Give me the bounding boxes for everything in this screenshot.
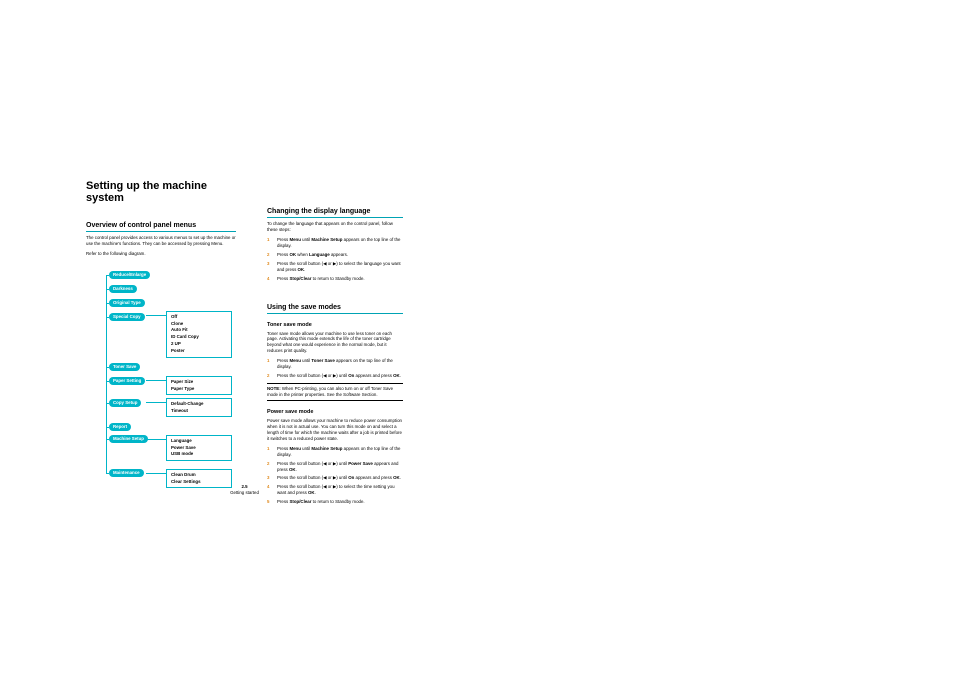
menu-box-item: Clean Drum [171, 472, 227, 479]
menu-box-item: Default-Change [171, 401, 227, 408]
step-item: Press Stop/Clear to return to Standby mo… [267, 276, 403, 282]
step-item: Press Menu until Toner Save appears on t… [267, 358, 403, 370]
menu-pill-original-type: Original Type [109, 299, 145, 307]
menu-box-item: Off [171, 314, 227, 321]
menu-box-paper-setting-box: Paper SizePaper Type [166, 376, 232, 396]
menu-pill-darkness: Darkness [109, 285, 137, 293]
menu-pill-report: Report [109, 423, 131, 431]
menu-box-item: Clone [171, 321, 227, 328]
left-column: Setting up the machine system Overview o… [86, 180, 236, 481]
menu-box-item: Auto Fit [171, 327, 227, 334]
step-item: Press the scroll button (◀ or ▶) until O… [267, 373, 403, 379]
overview-para-1: The control panel provides access to var… [86, 235, 236, 247]
menu-pill-copy-setup: Copy Setup [109, 399, 141, 407]
menu-box-item: Language [171, 438, 227, 445]
menu-box-special-copy-box: OffCloneAuto FitID Card Copy2 UPPoster [166, 311, 232, 358]
step-item: Press OK when Language appears. [267, 252, 403, 258]
power-title: Power save mode [267, 409, 403, 415]
page-title: Setting up the machine system [86, 180, 236, 204]
menu-diagram: Reduce/Enlarge Darkness Original Type Speci… [86, 271, 236, 491]
menu-box-item: Poster [171, 348, 227, 355]
note-label: NOTE: [267, 386, 281, 391]
toner-title: Toner save mode [267, 322, 403, 328]
page-footer-label: Getting started [230, 490, 259, 495]
step-item: Press the scroll button (◀ or ▶) until O… [267, 475, 403, 481]
page-number: 2.5 [241, 484, 247, 489]
step-item: Press Stop/Clear to return to Standby mo… [267, 499, 403, 505]
menu-pill-machine-setup: Machine Setup [109, 435, 148, 443]
step-item: Press Menu until Machine Setup appears o… [267, 237, 403, 249]
lang-heading: Changing the display language [267, 208, 403, 218]
menu-box-item: Paper Type [171, 386, 227, 393]
toner-intro: Toner save mode allows your machine to u… [267, 331, 403, 355]
note-text: When PC-printing, you can also turn on o… [267, 386, 393, 397]
menu-pill-paper-setting: Paper Setting [109, 377, 145, 385]
menu-box-item: ID Card Copy [171, 334, 227, 341]
step-item: Press Menu until Machine Setup appears o… [267, 446, 403, 458]
menu-pill-maintenance: Maintenance [109, 469, 144, 477]
manual-page: Setting up the machine system Overview o… [0, 0, 954, 675]
save-heading: Using the save modes [267, 304, 403, 314]
menu-pill-toner-save: Toner Save [109, 363, 140, 371]
step-item: Press the scroll button (◀ or ▶) to sele… [267, 261, 403, 273]
toner-steps: Press Menu until Toner Save appears on t… [267, 358, 403, 379]
overview-heading: Overview of control panel menus [86, 222, 236, 232]
menu-box-machine-setup-box: LanguagePower SaveUSB mode [166, 435, 232, 461]
right-column: Changing the display language To change … [267, 190, 403, 508]
menu-pill-special-copy: Special Copy [109, 313, 145, 321]
menu-pill-reduce-enlarge: Reduce/Enlarge [109, 271, 150, 279]
page-footer: 2.5 Getting started [86, 484, 403, 495]
menu-box-copy-setup-box: Default-ChangeTimeout [166, 398, 232, 418]
power-steps: Press Menu until Machine Setup appears o… [267, 446, 403, 506]
toner-note: NOTE: When PC-printing, you can also tur… [267, 383, 403, 401]
menu-box-item: Paper Size [171, 379, 227, 386]
menu-box-item: USB mode [171, 451, 227, 458]
overview-para-2: Refer to the following diagram. [86, 251, 236, 257]
lang-steps: Press Menu until Machine Setup appears o… [267, 237, 403, 282]
menu-box-item: Power Save [171, 445, 227, 452]
lang-intro: To change the language that appears on t… [267, 221, 403, 233]
menu-box-item: Timeout [171, 408, 227, 415]
power-intro: Power save mode allows your machine to r… [267, 418, 403, 442]
menu-box-item: 2 UP [171, 341, 227, 348]
step-item: Press the scroll button (◀ or ▶) until P… [267, 461, 403, 473]
